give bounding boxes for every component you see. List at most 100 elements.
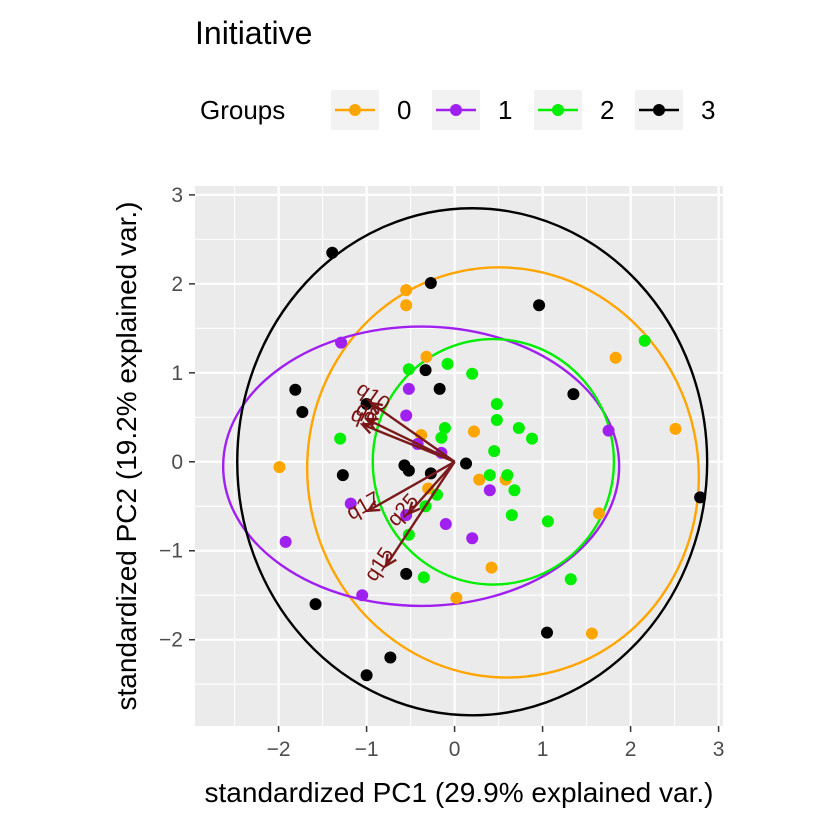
point-group-3 (360, 397, 373, 410)
grid-lines (195, 186, 723, 726)
legend-label-1: 1 (498, 95, 512, 125)
x-tick-label: 0 (449, 738, 461, 761)
arrowhead-q25 (407, 501, 421, 516)
point-group-0 (422, 482, 435, 495)
legend-label-2: 2 (600, 95, 614, 125)
y-tick-label: 1 (171, 362, 183, 385)
point-group-1 (400, 409, 413, 422)
point-group-2 (402, 363, 415, 376)
point-group-2 (483, 469, 496, 482)
y-axis-title: standardized PC2 (19.2% explained var.) (111, 202, 142, 711)
point-group-2 (508, 484, 521, 497)
point-group-1 (602, 424, 615, 437)
point-group-2 (505, 509, 518, 522)
point-group-3 (424, 276, 437, 289)
point-group-3 (567, 388, 580, 401)
legend-label-0: 0 (397, 95, 411, 125)
point-group-1 (344, 497, 357, 510)
x-tick-label: −1 (355, 738, 379, 761)
point-group-2 (526, 432, 539, 445)
point-group-2 (488, 445, 501, 458)
point-group-0 (450, 591, 463, 604)
y-tick-label: 0 (171, 451, 183, 474)
point-group-0 (467, 425, 480, 438)
point-group-2 (512, 421, 525, 434)
arrowhead-q8 (364, 417, 379, 430)
arrow-q10 (370, 402, 456, 463)
arrow-q9 (361, 423, 456, 463)
point-group-2 (490, 413, 503, 426)
x-axis-title: standardized PC1 (29.9% explained var.) (205, 777, 714, 808)
point-group-3 (433, 382, 446, 395)
data-points (273, 246, 707, 682)
y-tick-label: −2 (159, 629, 183, 652)
legend: Groups 0 1 2 3 (200, 90, 715, 130)
arrowhead-q15 (384, 553, 397, 569)
ellipse-group-3 (236, 207, 709, 717)
point-group-3 (309, 598, 322, 611)
arrowhead-q9 (359, 422, 375, 435)
point-group-3 (289, 383, 302, 396)
point-group-3 (400, 567, 413, 580)
point-group-1 (402, 382, 415, 395)
point-group-2 (638, 334, 651, 347)
plot-panel (195, 186, 723, 726)
ellipse-group-0 (305, 266, 701, 679)
point-group-0 (420, 350, 433, 363)
legend-label-3: 3 (701, 95, 715, 125)
point-group-1 (356, 589, 369, 602)
point-group-3 (360, 669, 373, 682)
point-group-1 (335, 336, 348, 349)
point-group-3 (326, 246, 339, 259)
point-group-3 (533, 299, 546, 312)
point-group-3 (296, 405, 309, 418)
axes: −2 −1 0 1 2 3 −2 −1 0 1 2 3 (159, 184, 724, 761)
y-tick-label: 2 (171, 273, 183, 296)
point-group-2 (541, 515, 554, 528)
point-group-2 (417, 571, 430, 584)
x-tick-label: 1 (537, 738, 549, 761)
point-group-3 (402, 464, 415, 477)
point-group-0 (585, 627, 598, 640)
point-group-3 (384, 651, 397, 664)
point-group-0 (669, 422, 682, 435)
ellipse-group-1 (221, 325, 621, 608)
point-group-3 (694, 491, 707, 504)
point-group-0 (592, 507, 605, 520)
point-group-0 (400, 284, 413, 297)
point-group-3 (541, 626, 553, 639)
point-group-2 (490, 397, 503, 410)
legend-title: Groups (200, 95, 285, 125)
point-group-1 (279, 535, 292, 548)
point-group-3 (336, 469, 349, 482)
chart-title: Initiative (195, 15, 312, 51)
legend-key-point (349, 104, 361, 116)
point-group-3 (460, 457, 473, 470)
point-group-1 (483, 484, 496, 497)
arrowhead-q17 (365, 500, 381, 513)
x-tick-label: 2 (625, 738, 637, 761)
point-group-3 (419, 364, 432, 377)
point-group-2 (435, 431, 448, 444)
x-tick-label: −2 (267, 738, 291, 761)
point-group-1 (439, 518, 452, 531)
point-group-1 (466, 532, 479, 545)
legend-key-point (653, 104, 665, 116)
point-group-0 (273, 461, 286, 474)
x-tick-label: 3 (713, 738, 725, 761)
point-group-0 (485, 561, 498, 574)
point-group-0 (473, 473, 486, 486)
point-group-2 (564, 573, 577, 586)
y-tick-label: −1 (159, 540, 183, 563)
point-group-0 (609, 351, 622, 364)
point-group-2 (441, 357, 454, 370)
legend-key-point (552, 104, 564, 116)
point-group-2 (334, 432, 347, 445)
arrow-q17 (367, 460, 456, 512)
y-tick-label: 3 (171, 184, 183, 207)
arrow-q25 (407, 460, 456, 515)
point-group-0 (400, 299, 413, 312)
ellipses (221, 207, 709, 717)
point-group-2 (438, 421, 451, 434)
